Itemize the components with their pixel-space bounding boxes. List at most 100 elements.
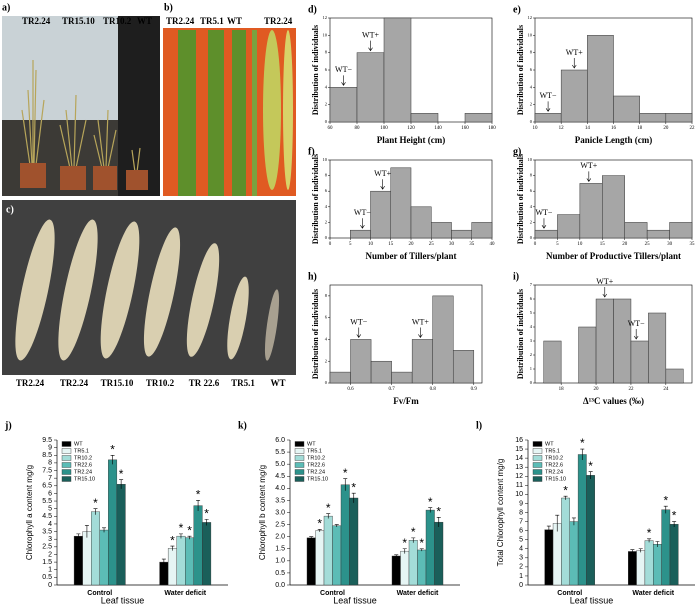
bar [557,214,581,239]
bar [579,183,603,239]
y-tick-label: 4 [48,521,52,528]
photo-label: TR10.2 [103,16,132,26]
error-bar [647,538,652,543]
bar [665,368,684,384]
bar [587,35,614,123]
y-tick-label: 4 [530,324,533,329]
y-tick-label: 1 [519,573,523,580]
y-tick-label: 6 [325,67,328,72]
bar [636,550,646,586]
photo-label: TR2.24 [22,16,51,26]
bar [431,222,452,239]
x-tick-label: 120 [407,126,415,131]
y-tick-label: 0 [48,582,52,589]
y-tick-label: 2 [530,219,532,224]
x-tick-label: Control [320,590,345,597]
y-tick-label: 1.5 [42,559,52,566]
photo-c: c) TR2.24 TR2.24 TR15.10 TR10.2 TR 22.6 … [2,200,296,388]
bar [648,312,667,384]
annotation: WT+ [566,48,583,57]
significance-marker: * [326,501,331,515]
x-tick-label: 5 [349,242,352,247]
error-bar [638,548,643,553]
panel-label: l) [476,420,482,431]
y-tick-label: 2 [325,358,327,363]
y-tick-label: 10 [528,157,533,162]
panel-label: d) [308,4,317,15]
significance-marker: * [588,459,593,473]
significance-marker: * [663,493,668,507]
y-tick-label: 5 [519,537,523,544]
annotation: WT+ [596,277,613,286]
photo-label: WT [137,16,152,26]
bar [452,350,475,384]
legend-label: TR22.6 [545,462,563,468]
bar [578,326,597,384]
y-tick-label: 0.0 [275,582,285,589]
error-bar [394,554,399,558]
bar [602,175,625,239]
photo-label: TR2.24 [60,378,89,388]
significance-marker: * [580,436,585,450]
x-axis-label: Leaf tissue [570,595,614,605]
bar [323,515,333,586]
y-tick-label: 0 [519,582,523,589]
y-tick-label: 4 [325,336,328,341]
y-tick-label: 7 [48,475,52,482]
y-tick-label: 6 [325,188,328,193]
error-bar [204,519,209,526]
significance-marker: * [647,526,652,540]
photo-label: WT [270,378,285,388]
legend-label: WT [307,441,316,447]
bar [329,371,351,384]
y-tick-label: 6 [48,490,52,497]
bar [350,339,372,384]
y-tick-label: 12 [323,15,328,20]
legend-swatch [294,462,305,468]
bar [400,550,410,586]
error-bar [555,514,560,532]
annotation-arrow [602,287,608,298]
photo-a: a) TR2.24 TR15.10 TR10.2 WT [2,2,160,196]
legend-label: TR22.6 [307,462,325,468]
x-tick-label: 60 [328,126,334,131]
x-tick-label: 10 [368,242,374,247]
y-tick-label: 6 [530,188,533,193]
significance-marker: * [170,533,175,547]
bar [464,113,493,123]
y-tick-label: 0 [530,235,533,240]
bar [410,206,432,239]
y-tick-label: 8 [519,509,523,516]
bar [193,505,203,586]
bar [383,17,412,123]
bar [315,530,325,586]
error-bar [334,524,339,527]
y-tick-label: 2 [519,564,523,571]
y-tick-label: 6 [530,296,533,301]
legend-swatch [532,455,543,461]
significance-marker: * [436,505,441,519]
bar [613,298,632,384]
error-bar [119,479,124,489]
panel-label: f) [308,146,315,157]
photo-b: b) TR2.24 TR5.1 WT TR2.24 [163,2,296,196]
y-tick-label: 4 [530,84,533,89]
bar [370,190,391,239]
y-tick-label: 3 [519,555,523,562]
bar [644,540,654,586]
bar [560,69,588,123]
y-tick-label: 1.5 [275,546,285,553]
x-tick-label: Water deficit [632,590,674,597]
legend-swatch [61,462,72,468]
error-bar [351,492,356,503]
bar [391,371,413,384]
legend-swatch [532,476,543,482]
legend-label: TR2.24 [545,469,563,475]
panel-label: k) [238,420,247,431]
error-bar [436,517,441,527]
bar [669,222,693,239]
error-bar [326,513,331,519]
x-tick-label: 30 [449,242,455,247]
bar [370,360,392,384]
